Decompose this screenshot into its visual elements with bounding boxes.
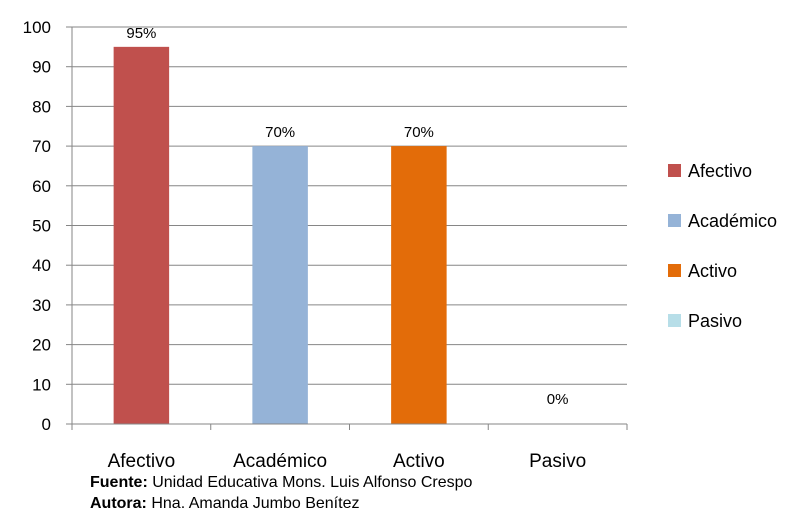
y-tick-label: 50 — [32, 217, 51, 236]
bar-académico — [252, 146, 308, 424]
bar-activo — [391, 146, 447, 424]
y-tick-label: 30 — [32, 296, 51, 315]
y-tick-label: 0 — [42, 415, 51, 434]
y-tick-label: 100 — [23, 18, 51, 37]
y-tick-label: 90 — [32, 58, 51, 77]
legend-swatch — [668, 314, 681, 327]
legend-swatch — [668, 164, 681, 177]
x-tick-label: Afectivo — [108, 451, 176, 470]
x-tick-label: Activo — [393, 451, 445, 470]
data-label: 95% — [126, 25, 156, 42]
x-axis: Afectivo Académico Activo Pasivo — [71, 423, 628, 470]
y-tick-label: 60 — [32, 177, 51, 196]
footer-source-label: Fuente: — [90, 474, 148, 491]
y-tick-label: 70 — [32, 137, 51, 156]
footer-source-text: Unidad Educativa Mons. Luis Alfonso Cres… — [147, 474, 473, 491]
legend-label: Académico — [688, 211, 777, 231]
footer-author: Autora: Hna. Amanda Jumbo Benítez — [90, 495, 359, 513]
legend-label: Activo — [688, 261, 737, 281]
footer-author-text: Hna. Amanda Jumbo Benítez — [146, 495, 360, 512]
bar-chart: 0 10 20 30 40 50 60 70 80 90 100 95% 70% 70% 0% Afect… — [23, 18, 777, 470]
y-tick-label: 10 — [32, 375, 51, 394]
legend-label: Pasivo — [688, 311, 742, 331]
x-tick-label: Académico — [233, 451, 327, 470]
footer-source: Fuente: Unidad Educativa Mons. Luis Alfo… — [90, 474, 472, 492]
legend-swatch — [668, 214, 681, 227]
data-label: 0% — [547, 391, 569, 408]
x-tick-label: Pasivo — [529, 451, 586, 470]
y-axis: 0 10 20 30 40 50 60 70 80 90 100 — [23, 18, 73, 434]
legend: Afectivo Académico Activo Pasivo — [668, 161, 777, 331]
bars: 95% 70% 70% 0% — [113, 25, 569, 424]
legend-label: Afectivo — [688, 161, 752, 181]
y-tick-label: 40 — [32, 256, 51, 275]
y-tick-label: 80 — [32, 97, 51, 116]
y-tick-label: 20 — [32, 336, 51, 355]
bar-afectivo — [113, 46, 170, 424]
data-label: 70% — [265, 124, 295, 141]
data-label: 70% — [404, 124, 434, 141]
legend-swatch — [668, 264, 681, 277]
footer-author-label: Autora: — [90, 495, 147, 512]
